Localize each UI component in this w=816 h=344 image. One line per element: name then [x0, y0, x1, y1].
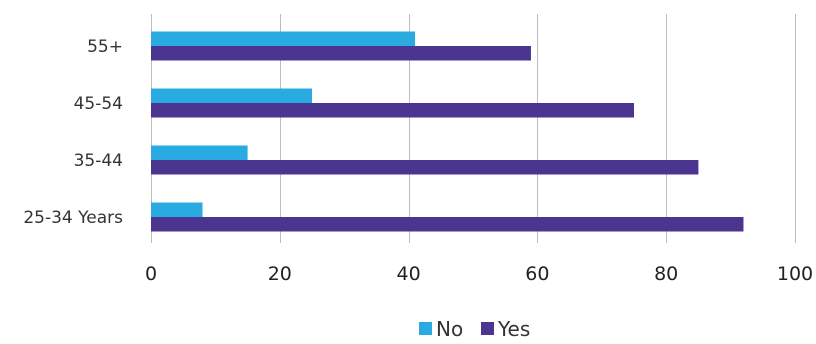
- bar-yes: [151, 103, 634, 118]
- category-labels: 55+ 45-54 35-44 25-34 Years: [23, 37, 123, 228]
- x-tick-label: 20: [268, 263, 292, 285]
- x-tick-label: 40: [397, 263, 421, 285]
- category-label: 35-44: [74, 151, 123, 171]
- legend-swatch-no: [419, 322, 432, 335]
- bar-yes: [151, 160, 699, 175]
- bar-no: [151, 88, 312, 103]
- x-tick-label: 80: [654, 263, 678, 285]
- bar-yes: [151, 46, 531, 61]
- legend-label-yes: Yes: [497, 317, 530, 341]
- x-tick-label: 100: [777, 263, 813, 285]
- bar-no: [151, 145, 248, 160]
- x-tick-label: 60: [525, 263, 549, 285]
- category-label: 45-54: [74, 94, 123, 114]
- legend: No Yes: [419, 317, 530, 341]
- legend-label-no: No: [436, 317, 463, 341]
- category-label: 55+: [87, 37, 123, 57]
- legend-swatch-yes: [481, 322, 494, 335]
- bar-no: [151, 31, 416, 46]
- x-axis-tick-labels: 0 20 40 60 80 100: [145, 263, 813, 285]
- bars: [151, 31, 744, 232]
- category-label: 25-34 Years: [23, 208, 123, 228]
- x-tick-label: 0: [145, 263, 157, 285]
- bar-no: [151, 202, 203, 217]
- bar-yes: [151, 217, 744, 232]
